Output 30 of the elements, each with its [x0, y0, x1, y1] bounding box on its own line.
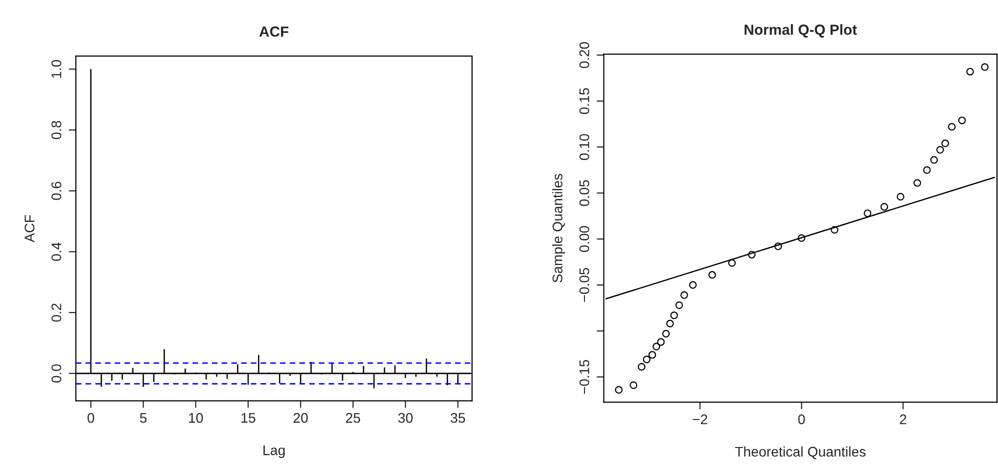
chart-title: Normal Q-Q Plot [744, 24, 857, 38]
x-axis-title: Lag [264, 446, 285, 458]
y-tick-label: 0.15 [579, 88, 590, 114]
x-tick-label: 20 [294, 412, 308, 423]
y-axis-title: ACF [24, 215, 34, 242]
x-axis-title: Theoretical Quantiles [735, 446, 866, 460]
y-tick-label: 0.20 [579, 42, 590, 68]
x-tick-label: 0 [88, 412, 94, 423]
y-tick-label: 0.05 [579, 180, 590, 206]
y-tick-label: 1.0 [51, 60, 62, 78]
x-tick-label: 2 [900, 414, 906, 424]
x-tick-label: 30 [398, 412, 413, 423]
chart-title: ACF [259, 26, 288, 37]
y-tick-label: 0.0 [51, 364, 62, 383]
y-tick-label: 0.8 [51, 120, 62, 140]
x-tick-label: 25 [346, 412, 360, 423]
x-tick-label: 35 [450, 412, 466, 423]
x-tick-label: 5 [140, 413, 147, 423]
y-tick-label: 0.00 [579, 226, 590, 252]
y-tick-label: 0.4 [51, 242, 62, 261]
x-tick-label: 0 [798, 414, 805, 424]
y-tick-label: 0.10 [579, 134, 590, 160]
x-tick-label: 15 [241, 413, 256, 423]
y-tick-label: 0.6 [51, 182, 62, 200]
y-tick-label: −0.05 [579, 268, 590, 302]
y-tick-label: −0.15 [579, 360, 590, 394]
y-axis-title: Sample Quantiles [552, 174, 566, 282]
x-tick-label: −2 [692, 414, 708, 424]
x-tick-label: 10 [189, 412, 203, 423]
y-tick-label: 0.2 [51, 304, 62, 322]
